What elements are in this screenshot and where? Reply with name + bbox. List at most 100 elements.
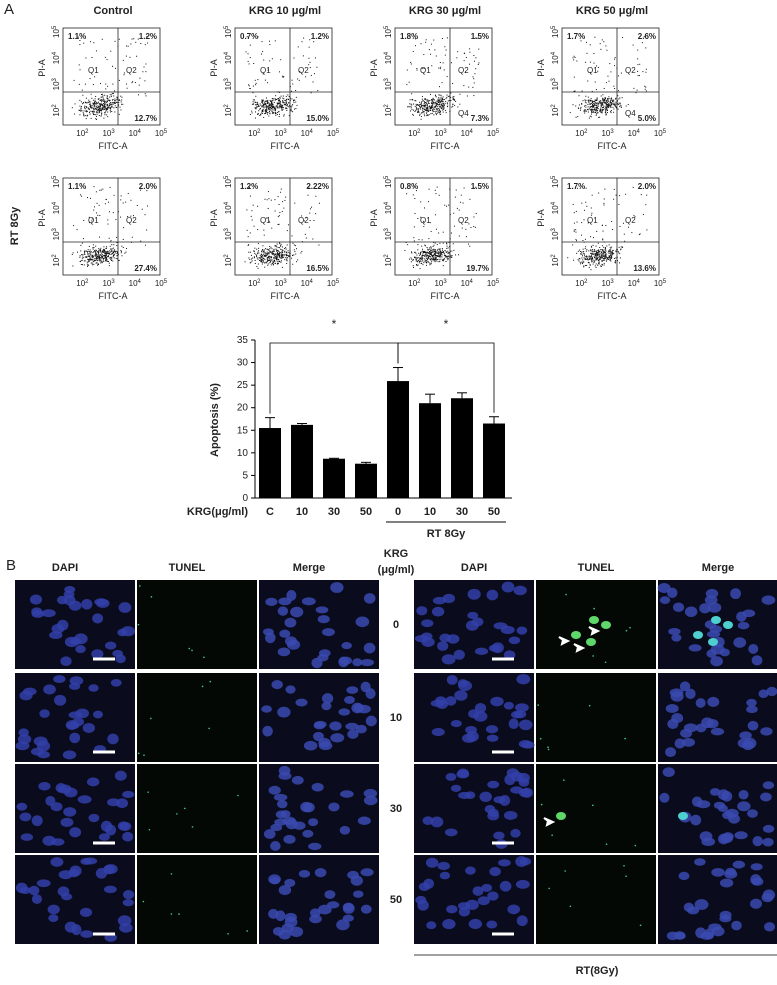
dot xyxy=(114,257,115,258)
dot xyxy=(79,114,80,115)
dot xyxy=(572,57,573,58)
dot xyxy=(250,252,251,253)
dot xyxy=(416,107,417,108)
dot xyxy=(475,227,476,228)
dot xyxy=(588,250,589,251)
y-axis-label: PI-A xyxy=(369,209,379,227)
dot xyxy=(87,102,88,103)
dot xyxy=(602,239,603,240)
dot xyxy=(416,68,417,69)
dot xyxy=(88,100,89,101)
row-label: RT 8Gy xyxy=(9,206,21,245)
dot xyxy=(311,75,312,76)
dot xyxy=(278,251,279,252)
dot xyxy=(111,104,112,105)
dot xyxy=(410,62,411,63)
dot xyxy=(605,252,606,253)
dot xyxy=(411,63,412,64)
dot xyxy=(428,106,429,107)
dot xyxy=(300,253,301,254)
nucleus xyxy=(59,870,73,879)
dot xyxy=(596,113,597,114)
dot xyxy=(275,256,276,257)
nucleus xyxy=(49,631,62,639)
dot xyxy=(275,107,276,108)
dot xyxy=(271,101,272,102)
dot xyxy=(113,99,114,100)
dot xyxy=(436,101,437,102)
dot xyxy=(109,265,110,266)
dot xyxy=(107,96,108,97)
dot xyxy=(427,249,428,250)
x-axis-label: FITC-A xyxy=(99,141,128,151)
dot xyxy=(430,254,431,255)
tick-exp: 5 xyxy=(52,25,58,29)
dot xyxy=(600,108,601,109)
dot xyxy=(102,109,103,110)
dot xyxy=(277,103,278,104)
dot xyxy=(85,84,86,85)
dot xyxy=(281,260,282,261)
dot xyxy=(605,250,606,251)
x-tick-label: 105 xyxy=(654,279,667,288)
dot xyxy=(109,254,110,255)
dot xyxy=(84,107,85,108)
dot xyxy=(446,243,447,244)
dot xyxy=(275,95,276,96)
quadrant-pct: 1.5% xyxy=(471,32,489,41)
nucleus xyxy=(88,684,98,692)
dot xyxy=(603,231,604,232)
dot xyxy=(116,97,117,98)
dot xyxy=(418,257,419,258)
dot xyxy=(104,103,105,104)
dot xyxy=(608,257,609,258)
nucleus xyxy=(358,816,371,824)
dot xyxy=(469,64,470,65)
dot xyxy=(610,260,611,261)
dot xyxy=(585,246,586,247)
dot xyxy=(264,113,265,114)
gate-label: Q1 xyxy=(88,216,99,225)
dot xyxy=(278,216,279,217)
dot xyxy=(285,104,286,105)
dot xyxy=(292,104,293,105)
dot xyxy=(414,252,415,253)
nucleus xyxy=(513,586,526,596)
nucleus xyxy=(675,738,686,748)
dot xyxy=(283,76,284,77)
dot xyxy=(618,251,619,252)
dot xyxy=(596,263,597,264)
dot xyxy=(107,86,108,87)
y-axis-label: PI-A xyxy=(37,209,47,227)
dot xyxy=(440,111,441,112)
dot xyxy=(113,93,114,94)
dot xyxy=(102,251,103,252)
dot xyxy=(598,108,599,109)
dot xyxy=(275,99,276,100)
nucleus xyxy=(724,870,737,879)
dot xyxy=(428,250,429,251)
dot xyxy=(96,262,97,263)
dot xyxy=(458,254,459,255)
dot xyxy=(594,261,595,262)
dot xyxy=(456,190,457,191)
dot xyxy=(72,107,73,108)
nucleus xyxy=(666,704,679,713)
x-tick-label: 10 xyxy=(296,506,308,518)
dot xyxy=(645,204,646,205)
dot xyxy=(597,97,598,98)
speck xyxy=(537,704,539,706)
dot xyxy=(421,103,422,104)
dot xyxy=(145,44,146,45)
dot xyxy=(609,251,610,252)
nucleus xyxy=(278,597,291,605)
x-tick-label: 104 xyxy=(461,279,474,288)
dot xyxy=(585,109,586,110)
dot xyxy=(277,259,278,260)
dot xyxy=(608,98,609,99)
dot xyxy=(263,258,264,259)
dot xyxy=(301,251,302,252)
speck xyxy=(147,791,149,793)
x-tick-label: 105 xyxy=(654,129,667,138)
dot xyxy=(263,60,264,61)
